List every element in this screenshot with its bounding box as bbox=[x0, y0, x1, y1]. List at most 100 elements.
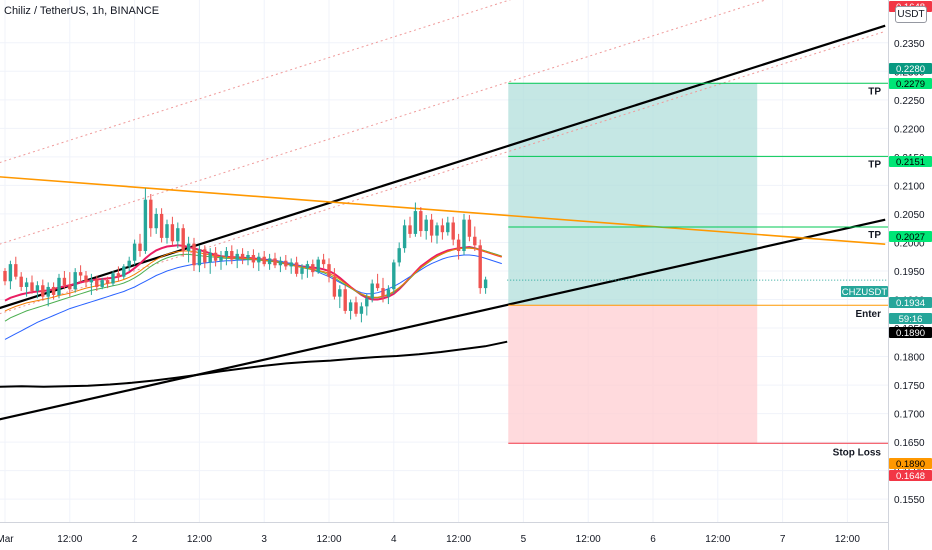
currency-button[interactable]: USDT bbox=[895, 6, 927, 23]
candle-body bbox=[111, 273, 115, 284]
y-tick-label: 0.2000 bbox=[894, 238, 925, 249]
candle-body bbox=[343, 289, 347, 311]
candle-body bbox=[446, 222, 450, 233]
candle-body bbox=[300, 268, 304, 274]
candle-body bbox=[3, 270, 7, 282]
x-tick-label: 12:00 bbox=[576, 534, 601, 545]
candle-body bbox=[375, 283, 380, 289]
candle-body bbox=[84, 275, 88, 283]
candle-body bbox=[267, 258, 272, 265]
candle-body bbox=[78, 272, 83, 276]
price-badge: 0.2151 bbox=[889, 156, 932, 168]
candle-body bbox=[35, 285, 40, 291]
price-badge: 0.1890 bbox=[889, 458, 932, 470]
target-label: TP bbox=[868, 230, 881, 241]
y-tick-label: 0.1700 bbox=[894, 410, 925, 421]
x-tick-label: 6 bbox=[650, 534, 656, 545]
candle-body bbox=[165, 224, 169, 238]
candle-body bbox=[154, 213, 158, 229]
candle-body bbox=[235, 253, 239, 260]
candle-body bbox=[176, 228, 180, 242]
candle-body bbox=[224, 251, 229, 257]
x-tick-label: 12:00 bbox=[446, 534, 471, 545]
candle-body bbox=[338, 289, 342, 297]
price-badge: 0.1934 bbox=[889, 297, 932, 309]
candle-body bbox=[149, 199, 153, 229]
candle-body bbox=[68, 285, 72, 290]
upper-channel-line bbox=[0, 24, 886, 310]
price-badge-bg bbox=[889, 156, 932, 167]
candle-body bbox=[192, 243, 196, 266]
price-badge-text: 0.2279 bbox=[896, 79, 925, 90]
price-badge-text: 0.1648 bbox=[896, 471, 925, 482]
candle-body bbox=[451, 222, 455, 240]
price-badge-text: CHZUSDT bbox=[842, 287, 888, 298]
candle-body bbox=[273, 258, 277, 266]
candle-body bbox=[105, 280, 110, 284]
candle-body bbox=[408, 225, 412, 234]
x-tick-label: 4 bbox=[391, 534, 397, 545]
candle-body bbox=[478, 245, 482, 289]
descending-resistance-line bbox=[0, 176, 886, 245]
target-label: TP bbox=[868, 159, 881, 170]
candle-body bbox=[424, 219, 428, 232]
price-badge-bg bbox=[889, 313, 932, 324]
candle-body bbox=[213, 252, 218, 261]
x-tick-label: 12:00 bbox=[835, 534, 860, 545]
long-ma-line bbox=[0, 340, 508, 388]
price-badge-bg bbox=[841, 286, 888, 297]
x-tick-label: 3 bbox=[261, 534, 267, 545]
price-badge-bg bbox=[889, 231, 932, 242]
price-badge-bg bbox=[889, 297, 932, 308]
candle-body bbox=[186, 243, 191, 252]
candle-body bbox=[294, 262, 299, 274]
candle-body bbox=[100, 280, 104, 287]
candle-body bbox=[311, 264, 315, 273]
y-tick-label: 0.2200 bbox=[894, 124, 925, 135]
y-tick-label: 0.1950 bbox=[894, 267, 925, 278]
candle-body bbox=[46, 286, 50, 297]
x-tick-label: 12:00 bbox=[57, 534, 82, 545]
candle-body bbox=[435, 225, 439, 236]
x-tick-label: 5 bbox=[521, 534, 527, 545]
candle-body bbox=[14, 264, 18, 277]
candle-body bbox=[284, 260, 288, 267]
y-tick-label: 0.1550 bbox=[894, 495, 925, 506]
candle-body bbox=[289, 262, 293, 267]
y-tick-label: 0.2350 bbox=[894, 39, 925, 50]
candle-body bbox=[413, 211, 418, 234]
candle-body bbox=[359, 306, 364, 314]
candle-body bbox=[348, 302, 353, 311]
candle-body bbox=[316, 259, 320, 273]
x-tick-label: Mar bbox=[0, 534, 14, 545]
candle-body bbox=[321, 259, 326, 265]
candle-body bbox=[41, 285, 45, 297]
candle-body bbox=[278, 260, 283, 266]
candle-body bbox=[246, 255, 250, 259]
x-tick-label: 12:00 bbox=[705, 534, 730, 545]
x-tick-label: 12:00 bbox=[316, 534, 341, 545]
price-badge-text: 59:16 bbox=[899, 314, 923, 325]
candle-body bbox=[62, 277, 67, 286]
price-badge: 0.2280 bbox=[889, 63, 932, 75]
candle-body bbox=[305, 264, 310, 269]
candle-body bbox=[19, 276, 23, 287]
candle-body bbox=[95, 279, 99, 287]
y-tick-label: 0.1650 bbox=[894, 438, 925, 449]
price-badge-text: 0.1890 bbox=[896, 459, 925, 470]
candle-body bbox=[116, 273, 121, 277]
candle-body bbox=[132, 243, 137, 261]
candle-body bbox=[440, 225, 445, 233]
candle-body bbox=[251, 255, 256, 263]
price-badge: 0.1890 bbox=[889, 327, 932, 339]
candle-body bbox=[332, 276, 337, 297]
candle-body bbox=[467, 219, 472, 237]
candle-body bbox=[483, 279, 488, 289]
candle-body bbox=[208, 252, 212, 263]
target-label: TP bbox=[868, 86, 881, 97]
y-tick-label: 0.2100 bbox=[894, 181, 925, 192]
candle-body bbox=[365, 298, 369, 307]
price-badge-bg bbox=[889, 63, 932, 74]
candle-body bbox=[462, 219, 466, 252]
